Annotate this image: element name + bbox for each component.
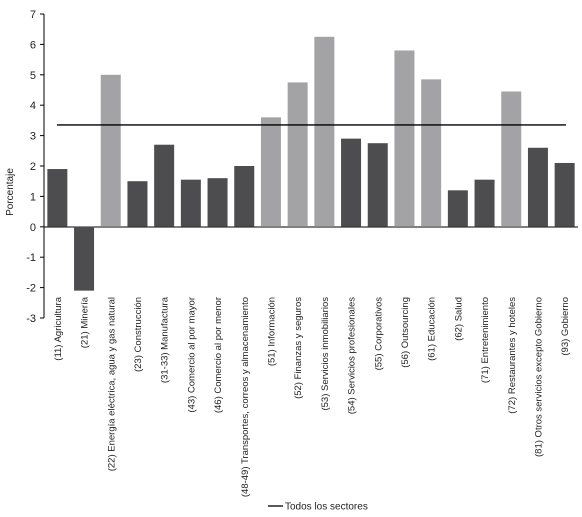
y-tick-label: 2	[30, 161, 36, 173]
x-category-label: (81) Otros servicios excepto Gobierno	[533, 297, 544, 457]
bar	[341, 138, 362, 227]
y-tick-label: 6	[30, 39, 36, 51]
bar	[474, 179, 495, 227]
bar	[207, 178, 228, 227]
x-category-label: (62) Salud	[453, 297, 464, 341]
legend: Todos los sectores	[268, 502, 368, 513]
x-category-label: (54) Servicios profesionales	[347, 297, 358, 414]
bar	[47, 169, 68, 227]
x-category-label: (72) Restaurantes y hoteles	[507, 297, 518, 414]
y-tick-label: -2	[26, 283, 36, 295]
x-category-label: (11) Agricultura	[53, 296, 64, 360]
bar	[100, 74, 121, 227]
y-tick-label: 7	[30, 9, 36, 21]
x-category-label: (46) Comercio al por menor	[213, 297, 224, 413]
bar	[527, 147, 548, 227]
bar	[554, 162, 575, 227]
bars	[47, 36, 575, 291]
x-category-label: (23) Construcción	[133, 297, 144, 372]
bar	[74, 226, 95, 291]
x-category-label: (61) Educación	[427, 297, 438, 361]
y-tick-label: 3	[30, 131, 36, 143]
legend-label: Todos los sectores	[285, 502, 368, 513]
y-tick-label: 4	[30, 100, 36, 112]
x-category-label: (52) Finanzas y seguros	[293, 297, 304, 399]
x-category-label: (56) Outsourcing	[400, 297, 411, 368]
x-category-label: (55) Corporativos	[373, 297, 384, 371]
x-category-label: (51) Información	[266, 297, 277, 366]
x-category-label: (53) Servicios inmobiliarios	[320, 297, 331, 411]
x-category-label: (48-49) Transportes, correos y almacenam…	[240, 297, 251, 497]
bar	[447, 190, 468, 227]
bar	[501, 91, 522, 227]
bar	[180, 179, 201, 227]
x-category-label: (43) Comercio al por mayor	[186, 297, 197, 413]
x-axis-labels: (11) Agricultura (21) Minería (22) Energía…	[53, 296, 571, 497]
bar	[421, 79, 442, 227]
bar	[287, 82, 308, 227]
y-tick-label: 5	[30, 70, 36, 82]
bar	[314, 36, 335, 227]
y-tick-label: -1	[26, 252, 36, 264]
x-category-label: (31-33) Manufactura	[160, 296, 171, 383]
x-category-label: (71) Entretenimiento	[480, 297, 491, 383]
bar	[260, 117, 281, 227]
bar	[367, 143, 388, 227]
y-tick-label: -3	[26, 313, 36, 325]
x-category-label: (93) Gobierno	[560, 297, 571, 356]
bar	[394, 50, 415, 227]
x-category-label: (21) Minería	[80, 296, 91, 348]
bar	[234, 166, 255, 227]
y-axis-label: Porcentaje	[5, 168, 16, 216]
y-tick-label: 0	[30, 222, 36, 234]
y-tick-label: 1	[30, 191, 36, 203]
y-axis-ticks: 7 6 5 4 3 2 1 0 -1 -2 -3	[26, 9, 44, 325]
bar	[154, 144, 175, 227]
bar	[127, 181, 148, 227]
x-category-label: (22) Energía eléctrica, agua y gas natur…	[106, 297, 117, 471]
